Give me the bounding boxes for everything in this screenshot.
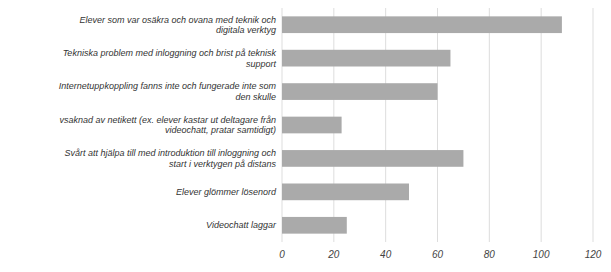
x-tick-label: 120 (585, 249, 602, 260)
bar (282, 117, 342, 134)
category-label: vsaknad av netikett (ex. elever kastar u… (59, 115, 276, 135)
x-tick-label: 0 (279, 249, 285, 260)
category-label: Elever som var osäkra och ovana med tekn… (79, 15, 276, 35)
grid (282, 8, 593, 242)
category-label: Svårt att hjälpa till med introduktion t… (64, 148, 276, 169)
grid-line (489, 8, 490, 242)
chart-container: 0 20 40 60 80 100 120 Videochatt laggar Elever g… (0, 0, 611, 272)
x-tick-label: 80 (484, 249, 496, 260)
x-tick-label: 40 (380, 249, 392, 260)
x-axis: 0 20 40 60 80 100 120 (279, 249, 602, 260)
x-tick-label: 20 (327, 249, 340, 260)
bar (282, 50, 450, 67)
x-tick-label: 100 (533, 249, 550, 260)
bar (282, 184, 409, 201)
bar (282, 83, 438, 100)
y-axis: Videochatt laggar Elever glömmer lösenord… (59, 15, 277, 231)
category-label: Elever glömmer lösenord (176, 187, 277, 197)
grid-line (593, 8, 594, 242)
bar (282, 217, 347, 234)
bar (282, 16, 562, 33)
bar (282, 150, 463, 167)
grid-line (437, 8, 438, 242)
category-label: Internetuppkoppling fanns inte och funge… (59, 81, 277, 102)
x-tick-label: 60 (432, 249, 444, 260)
bars (282, 16, 562, 233)
category-label: Videochatt laggar (206, 220, 277, 230)
grid-line (541, 8, 542, 242)
grid-line (385, 8, 386, 242)
category-label: Tekniska problem med inloggning och bris… (63, 48, 277, 68)
chart-svg: 0 20 40 60 80 100 120 Videochatt laggar Elever g… (0, 0, 611, 272)
